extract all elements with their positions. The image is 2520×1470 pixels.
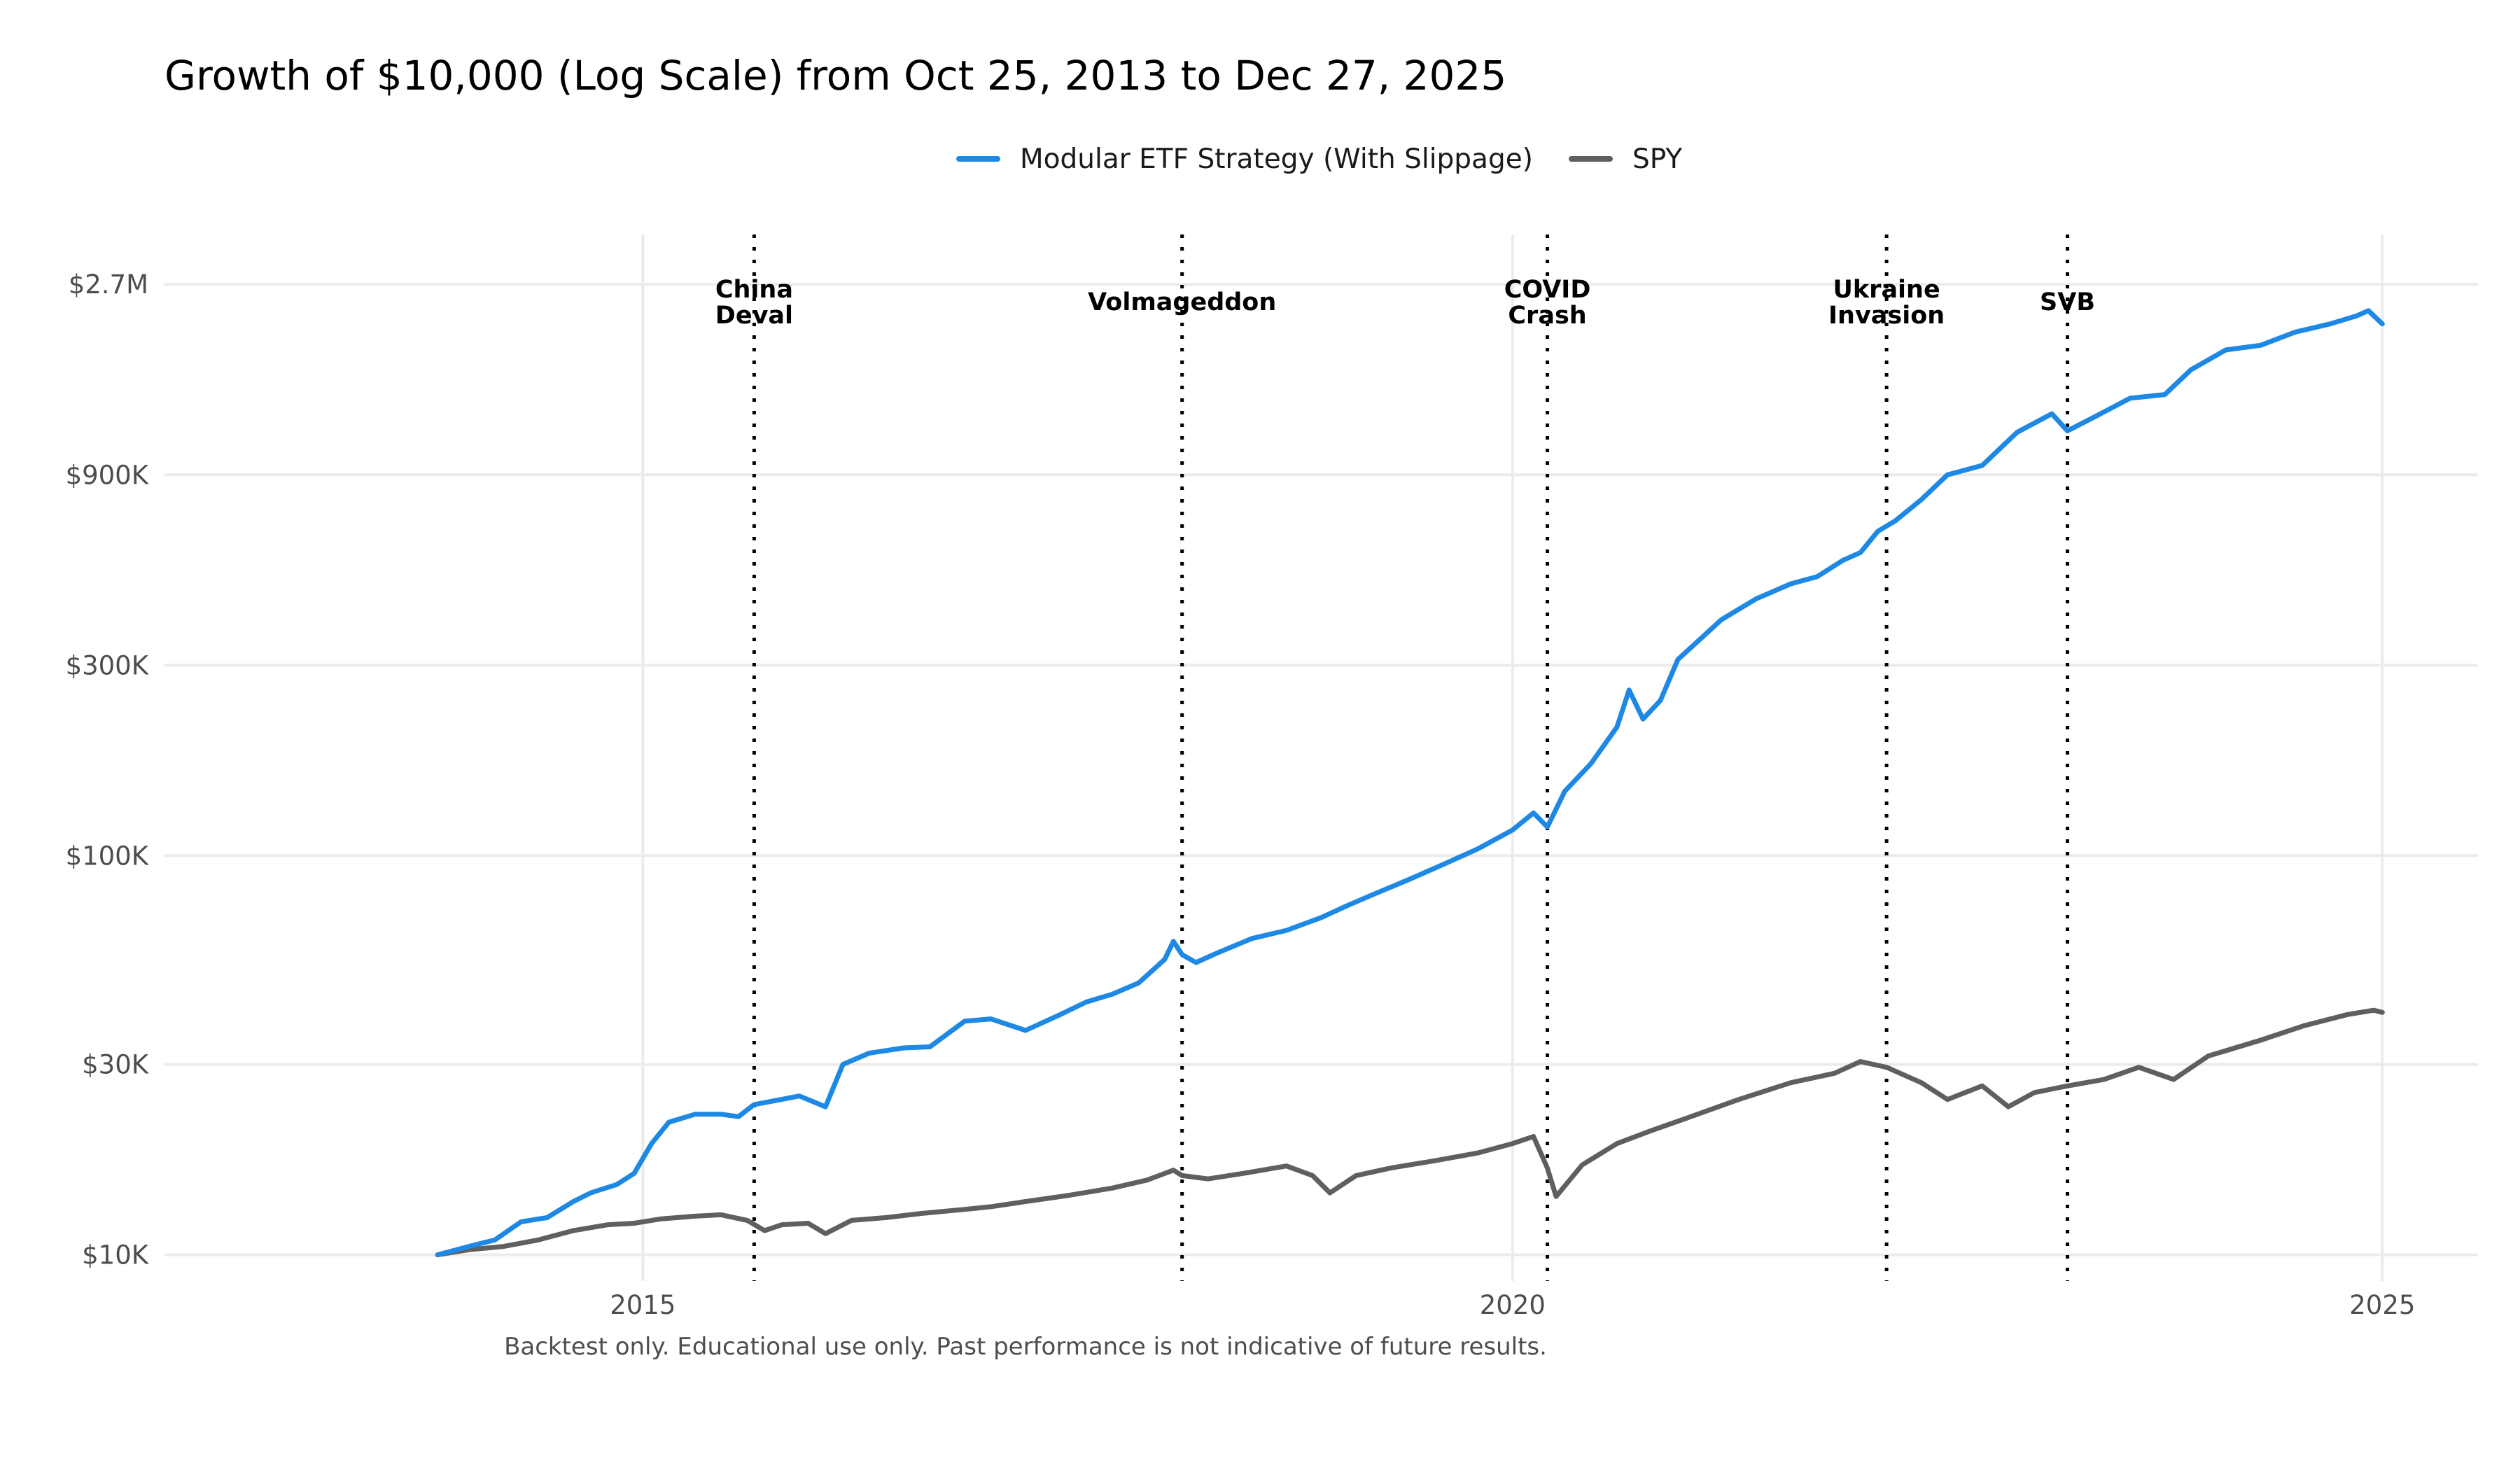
event-label: Ukraine	[1833, 276, 1940, 304]
series-line-strategy	[435, 308, 2385, 1258]
y-tick-label: $300K	[66, 650, 150, 680]
legend: Modular ETF Strategy (With Slippage) SPY	[956, 144, 1682, 175]
chart-caption: Backtest only. Educational use only. Pas…	[504, 1333, 1547, 1361]
event-label: Volmageddon	[1088, 288, 1276, 316]
legend-label-spy: SPY	[1632, 144, 1682, 175]
y-tick-label: $30K	[82, 1050, 150, 1080]
series-line-spy	[435, 1007, 2385, 1258]
legend-label-strategy: Modular ETF Strategy (With Slippage)	[1020, 144, 1533, 175]
event-label: China	[715, 276, 793, 304]
y-tick-label: $2.7M	[69, 270, 148, 300]
x-tick-label: 2025	[2349, 1290, 2415, 1320]
tick-layer: $10K $30K $100K $300K $900K $2.7M 2015 2020 2025	[66, 270, 2416, 1320]
event-label: Invasion	[1828, 302, 1945, 330]
x-tick-label: 2020	[1480, 1290, 1546, 1320]
event-label: Deval	[715, 302, 793, 330]
event-label: Crash	[1508, 302, 1586, 330]
event-label: SVB	[2040, 288, 2095, 316]
series-layer	[435, 308, 2385, 1258]
y-tick-label: $10K	[82, 1240, 150, 1270]
chart-title: Growth of $10,000 (Log Scale) from Oct 2…	[164, 52, 1506, 99]
y-tick-label: $900K	[66, 460, 150, 490]
x-tick-label: 2015	[610, 1290, 676, 1320]
event-label: COVID	[1504, 276, 1591, 304]
y-tick-label: $100K	[66, 841, 150, 871]
grid-layer	[164, 234, 2478, 1281]
